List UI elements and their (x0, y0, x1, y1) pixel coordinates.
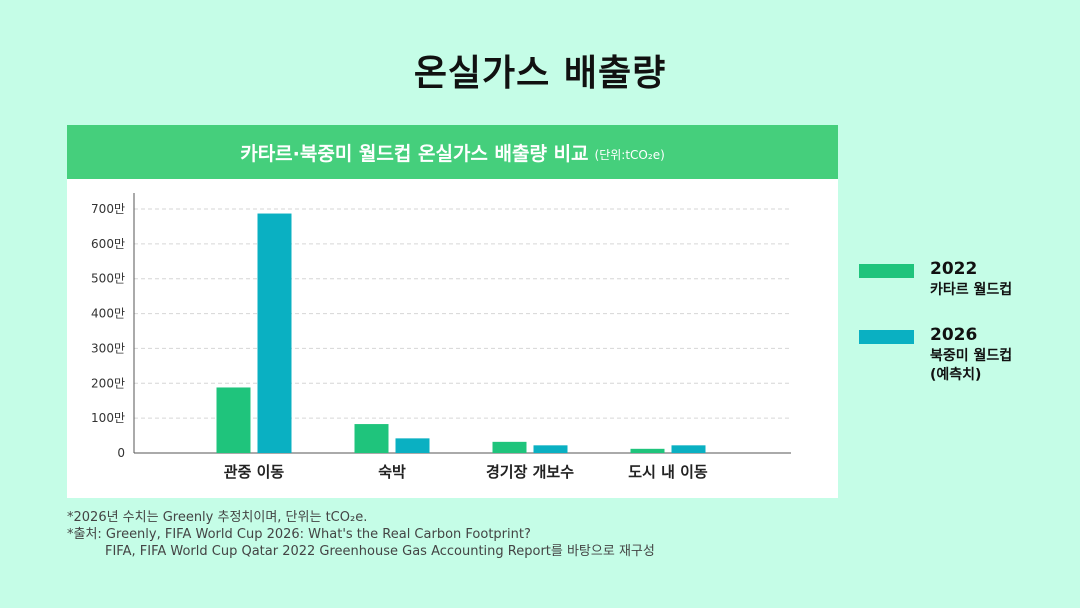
footnote-source: *출처: Greenly, FIFA World Cup 2026: What'… (67, 527, 531, 542)
y-tick-label: 500만 (91, 272, 125, 286)
x-tick-label: 도시 내 이동 (628, 463, 708, 481)
y-tick-label: 0 (117, 446, 125, 460)
legend-year-2026: 2026 (930, 325, 978, 345)
bar (630, 448, 665, 453)
legend-name-2022: 카타르 월드컵 (930, 282, 1013, 298)
bar (216, 387, 251, 453)
y-tick-label: 700만 (91, 202, 125, 216)
chart-card: 카타르·북중미 월드컵 온실가스 배출량 비교 (단위:tCO₂e) 0 100만… (67, 125, 838, 498)
y-tick-label: 600만 (91, 237, 125, 251)
chart-header: 카타르·북중미 월드컵 온실가스 배출량 비교 (단위:tCO₂e) (67, 125, 838, 179)
bar (257, 213, 292, 453)
bar (354, 424, 389, 453)
legend-swatch-2026 (859, 330, 914, 344)
y-tick-label: 200만 (91, 376, 125, 390)
footnote-source-2: FIFA, FIFA World Cup Qatar 2022 Greenhou… (105, 544, 655, 559)
bar (492, 441, 527, 453)
legend-name-2026: 북중미 월드컵 (예측치) (930, 348, 1013, 383)
chart-title: 카타르·북중미 월드컵 온실가스 배출량 비교 (240, 142, 589, 165)
y-tick-label: 300만 (91, 341, 125, 355)
x-tick-label: 경기장 개보수 (486, 463, 574, 481)
chart-unit: (단위:tCO₂e) (594, 147, 665, 162)
bar (671, 445, 706, 453)
footnotes: *2026년 수치는 Greenly 추정치이며, 단위는 tCO₂e. *출처… (67, 509, 655, 560)
page-title: 온실가스 배출량 (413, 53, 667, 94)
bar (533, 445, 568, 453)
legend-year-2022: 2022 (930, 259, 978, 279)
x-tick-label: 관중 이동 (224, 463, 285, 481)
footnote-estimate: *2026년 수치는 Greenly 추정치이며, 단위는 tCO₂e. (67, 510, 368, 525)
legend-swatch-2022 (859, 264, 914, 278)
x-tick-label: 숙박 (378, 463, 406, 481)
y-tick-label: 100만 (91, 411, 125, 425)
y-tick-label: 400만 (91, 307, 125, 321)
bar (395, 438, 430, 453)
